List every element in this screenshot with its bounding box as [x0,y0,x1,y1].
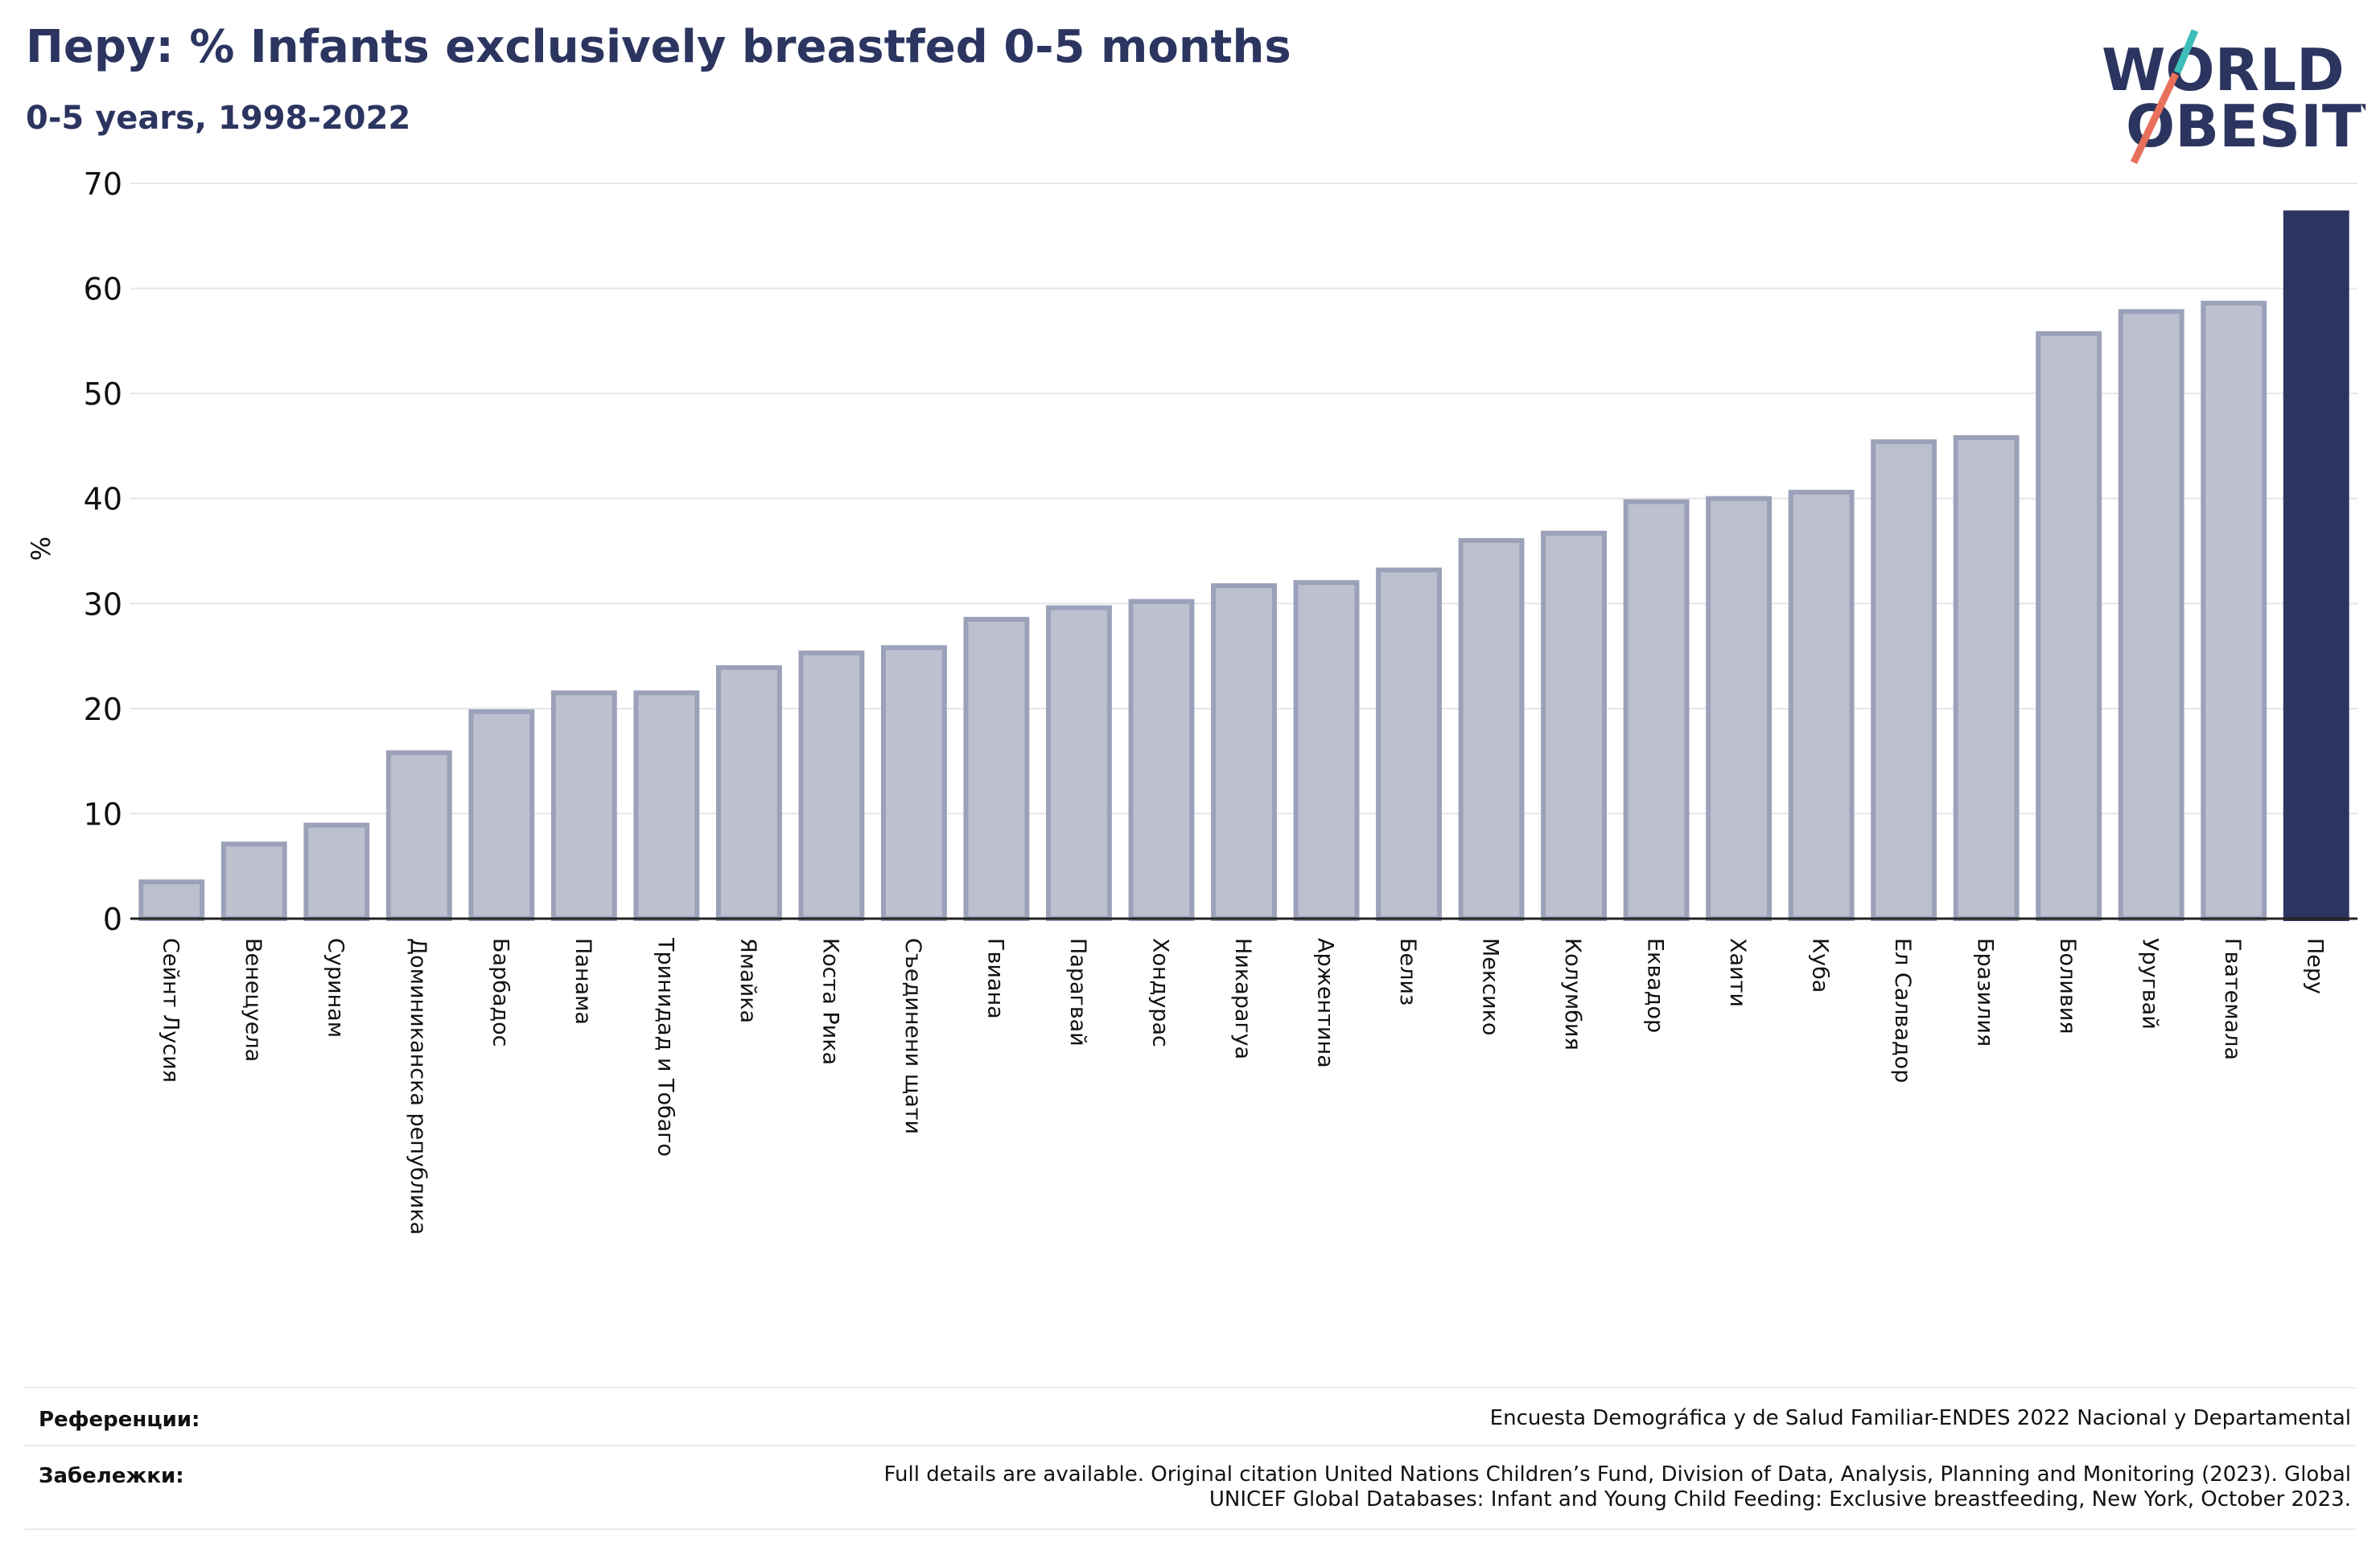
x-tick-label: Венецуела [241,938,266,1062]
notes-text: Full details are available. Original cit… [420,1462,2351,1512]
bar [303,822,370,921]
y-tick-labels: 0 10 20 30 40 50 60 70 [84,167,122,937]
x-tick-label: Коста Рика [817,938,842,1065]
bar [880,645,947,922]
bar [1623,499,1690,921]
notes-line-1: Full details are available. Original cit… [883,1462,2351,1487]
bar [1458,537,1525,921]
x-tick-label: Мексико [1478,938,1503,1035]
bar [1046,605,1112,921]
x-tick-label: Доминиканска република [406,938,430,1235]
y-tick-label: 30 [84,586,122,622]
x-tick-label: Гвиана [982,938,1007,1019]
logo-line1: WORLD [2102,36,2345,104]
bar [1953,434,2020,921]
x-tick-label: Сейнт Лусия [158,938,183,1083]
bar [2118,309,2184,922]
bar [1128,598,1195,921]
bar [468,709,535,921]
bar [1293,580,1360,922]
notes-line-2: UNICEF Global Databases: Infant and Youn… [1209,1487,2351,1511]
x-tick-label: Аржентина [1313,938,1338,1068]
x-tick-label: Еквадор [1643,938,1668,1033]
notes-label: Забележки: [39,1464,184,1488]
bar [1211,583,1277,921]
y-tick-label: 0 [103,902,122,937]
x-tick-label: Гватемала [2220,938,2245,1060]
x-tick-label: Ямайка [735,938,760,1023]
x-tick-label: Барбадос [488,938,513,1047]
footer-divider-middle [24,1445,2356,1446]
bar [2201,300,2267,921]
bar [1871,439,1937,921]
y-tick-label: 50 [84,376,122,412]
x-tick-label: Бразилия [1973,938,1998,1047]
bar [1541,530,1608,921]
world-obesity-logo: WORLD OBESITY [2102,29,2366,164]
x-tick-label: Колумбия [1560,938,1585,1051]
bar [715,664,782,921]
bar [1706,496,1773,921]
y-tick-label: 70 [84,167,122,202]
footer-divider-top [24,1387,2356,1388]
x-tick-label: Перу [2303,938,2328,994]
bar [2036,331,2102,921]
bar [2283,210,2349,921]
x-tick-label: Куба [1808,938,1833,993]
bar [385,750,452,921]
y-tick-label: 10 [84,796,122,832]
bar-chart: 0 10 20 30 40 50 60 70 % Сейнт Лусия Венецуела Су… [26,167,2357,1235]
x-tick-label: Белиз [1395,938,1420,1006]
logo-line2: OBESITY [2126,93,2366,160]
footer-divider-bottom [24,1528,2356,1530]
x-tick-label: Ел Салвадор [1890,938,1915,1083]
bar [633,690,700,921]
y-tick-label: 40 [84,482,122,517]
x-tick-label: Суринам [323,938,348,1038]
chart-title: Перу: % Infants exclusively breastfed 0-… [26,21,1291,73]
bar [1788,489,1855,921]
x-tick-label: Хондурас [1147,938,1172,1047]
bar [220,841,287,922]
logo-slash-teal [2173,29,2199,74]
x-tick-label: Парагвай [1065,938,1090,1047]
x-tick-label: Панама [570,938,595,1025]
bar [1376,567,1442,921]
bar [963,616,1030,921]
x-tick-label: Никарагуа [1230,938,1255,1059]
chart-subtitle: 0-5 years, 1998-2022 [26,100,411,137]
references-label: Референции: [39,1408,200,1432]
references-text: Encuesta Demográfica y de Salud Familiar… [1489,1406,2351,1430]
x-tick-labels: Сейнт Лусия Венецуела Суринам Доминиканска … [158,937,2327,1235]
x-tick-label: Съединени щати [900,938,925,1134]
x-tick-label: Уругвай [2138,938,2163,1030]
x-tick-label: Боливия [2055,938,2080,1034]
bar [550,690,617,921]
bar [798,650,865,921]
bar [138,879,205,922]
x-tick-label: Хаити [1725,938,1750,1007]
y-axis-label: % [26,537,56,561]
logo-slash-coral [2130,72,2180,164]
y-tick-label: 60 [84,272,122,307]
bars [138,210,2349,922]
y-tick-label: 20 [84,692,122,727]
x-tick-label: Тринидад и Тобаго [653,937,677,1157]
